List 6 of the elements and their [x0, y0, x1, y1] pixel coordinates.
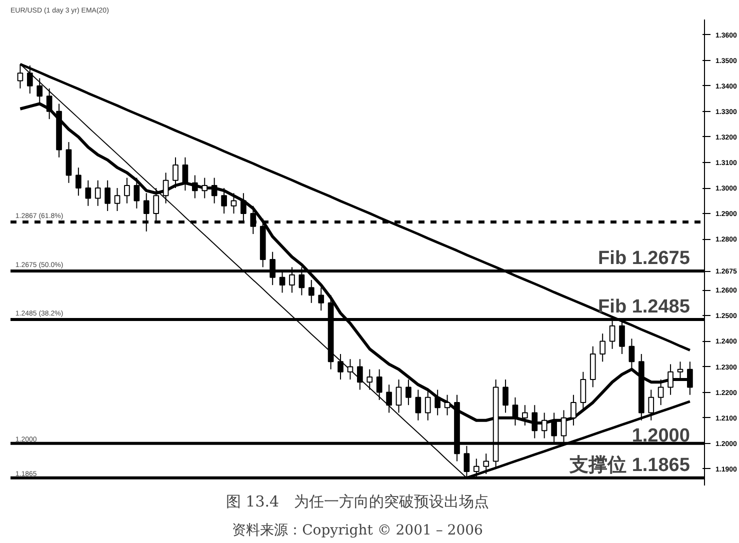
text: 资料来源：Copyright © 2001 – 2006 [232, 522, 484, 538]
annotation: 1.2000 [632, 425, 690, 446]
annotation: 支撑位 1.1865 [568, 454, 690, 476]
annotation: Fib 1.2485 [598, 296, 690, 318]
annotation: Fib 1.2675 [598, 248, 690, 270]
text: 图 13.4 为任一方向的突破预设出场点 [226, 492, 490, 510]
